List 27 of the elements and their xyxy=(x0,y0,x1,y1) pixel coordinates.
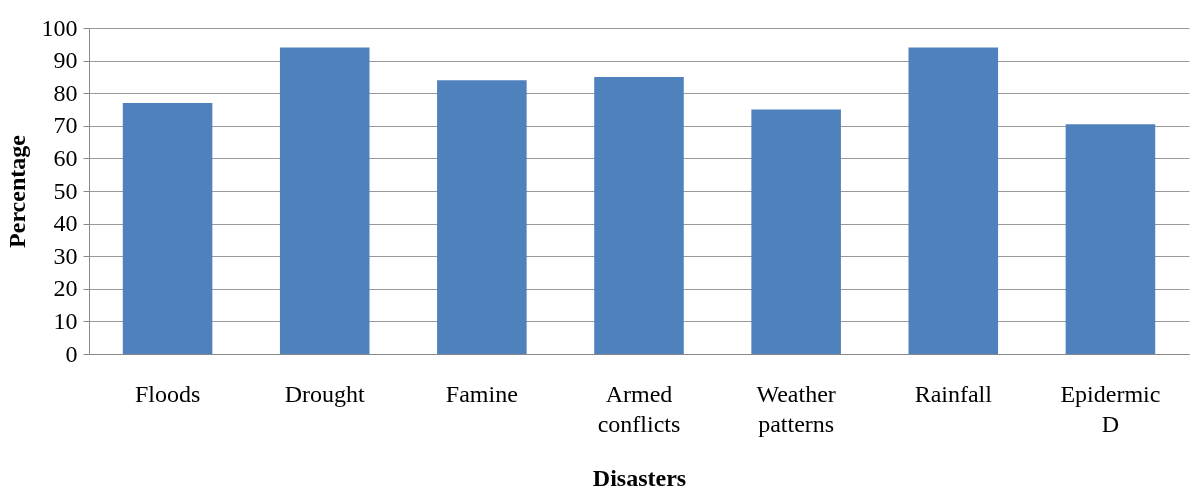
y-tick-label: 50 xyxy=(53,177,78,204)
x-tick-label: Drought xyxy=(284,380,366,407)
x-tick-label: Floods xyxy=(134,380,201,407)
y-tick-label: 20 xyxy=(53,275,78,302)
bar xyxy=(437,80,527,354)
y-tick-label: 90 xyxy=(53,47,78,74)
bar xyxy=(908,47,999,354)
y-axis-title: Percentage xyxy=(3,134,30,248)
y-tick-label: 60 xyxy=(53,144,78,171)
bar xyxy=(122,102,213,354)
x-axis-title: Disasters xyxy=(592,464,687,491)
y-tick-label: 0 xyxy=(65,340,78,367)
bar xyxy=(1065,124,1156,354)
x-tick-label: Armed conflicts xyxy=(597,380,681,437)
y-tick-label: 40 xyxy=(53,210,78,237)
y-tick-label: 70 xyxy=(53,112,78,139)
x-tick-label: Famine xyxy=(445,380,518,407)
y-tick-label: 10 xyxy=(53,307,78,334)
x-tick-label: Rainfall xyxy=(914,380,993,407)
x-tick-label: Epidermic D xyxy=(1060,380,1161,437)
y-tick-label: 100 xyxy=(41,14,78,41)
bar xyxy=(594,76,684,354)
y-tick-label: 30 xyxy=(53,242,78,269)
x-tick-label: Weather patterns xyxy=(756,380,836,437)
bar xyxy=(751,109,841,354)
y-tick-label: 80 xyxy=(53,79,78,106)
bar xyxy=(279,47,370,354)
